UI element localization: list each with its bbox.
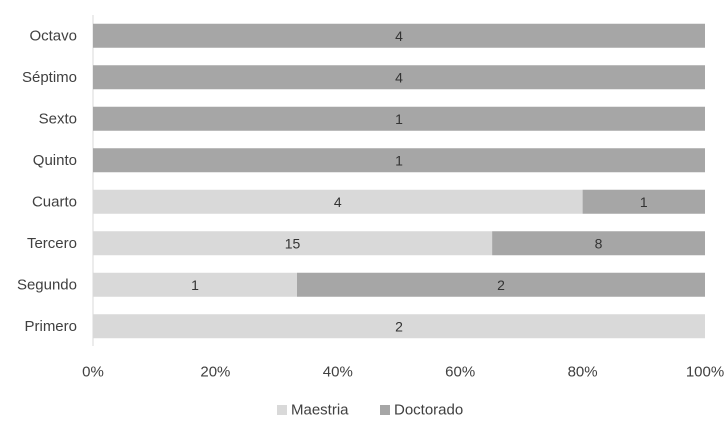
category-label-primero: Primero (24, 318, 77, 335)
data-label-maestria-cuarto: 4 (334, 194, 342, 210)
data-label-doctorado-tercero: 8 (595, 235, 603, 251)
category-label-octavo: Octavo (29, 27, 77, 44)
bar-maestria-segundo (93, 272, 297, 297)
x-tick-label: 0% (82, 364, 104, 381)
x-axis-ticks: 0% 20% 40% 60% 80% 100% (82, 364, 724, 381)
data-label-doctorado-quinto: 1 (395, 152, 403, 168)
bar-doctorado-octavo (93, 23, 705, 48)
data-label-maestria-tercero: 15 (285, 235, 301, 251)
bar-doctorado-cuarto (582, 189, 705, 214)
x-tick-label: 40% (323, 364, 353, 381)
data-label-doctorado-sexto: 1 (395, 111, 403, 127)
data-label-doctorado-septimo: 4 (395, 69, 403, 85)
bar-doctorado-quinto (93, 148, 705, 173)
legend-label-maestria: Maestria (291, 402, 349, 419)
bar-doctorado-sexto (93, 106, 705, 131)
bar-maestria-cuarto (93, 189, 583, 214)
x-tick-label: 100% (686, 364, 724, 381)
category-label-tercero: Tercero (27, 235, 77, 252)
x-tick-label: 80% (568, 364, 598, 381)
x-tick-label: 60% (445, 364, 475, 381)
data-label-maestria-segundo: 1 (191, 277, 199, 293)
legend-swatch-doctorado (380, 405, 390, 415)
x-tick-label: 20% (200, 364, 230, 381)
category-label-septimo: Séptimo (22, 69, 77, 86)
bar-maestria-tercero (93, 231, 493, 256)
category-label-sexto: Sexto (39, 110, 77, 127)
bar-doctorado-septimo (93, 65, 705, 90)
category-label-quinto: Quinto (33, 152, 77, 169)
bar-doctorado-tercero (492, 231, 705, 256)
data-label-doctorado-cuarto: 1 (640, 194, 648, 210)
bar-doctorado-segundo (297, 272, 705, 297)
data-label-doctorado-segundo: 2 (497, 277, 505, 293)
legend: Maestria Doctorado (277, 402, 463, 419)
plot-area: Primero 2 Segundo 1 2 Tercero 15 8 Cuarto 4 1 Quint… (17, 23, 705, 339)
legend-swatch-maestria (277, 405, 287, 415)
bar-maestria-primero (93, 314, 705, 339)
data-label-doctorado-octavo: 4 (395, 28, 403, 44)
category-label-segundo: Segundo (17, 276, 77, 293)
data-label-maestria-primero: 2 (395, 318, 403, 334)
legend-label-doctorado: Doctorado (394, 402, 463, 419)
category-label-cuarto: Cuarto (32, 193, 77, 210)
